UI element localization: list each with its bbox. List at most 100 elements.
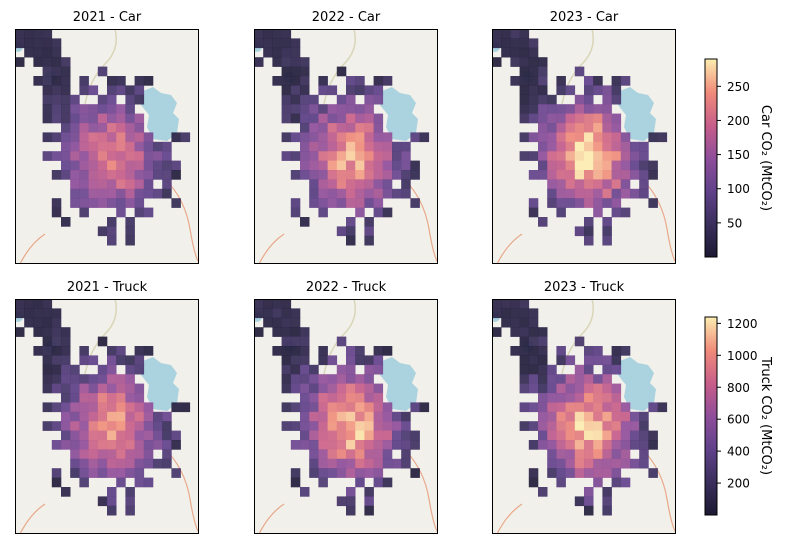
heat-cell <box>162 421 172 431</box>
heat-cell <box>519 346 530 356</box>
heat-cell <box>556 383 566 394</box>
heat-cell <box>584 468 594 478</box>
heat-cell <box>33 308 43 319</box>
heat-cell <box>630 440 640 450</box>
heat-cell <box>97 496 108 507</box>
heat-cell <box>382 458 393 469</box>
heat-cell <box>401 160 411 171</box>
heat-cell <box>574 430 585 441</box>
heat-cell <box>565 458 576 469</box>
heat-cell <box>584 217 594 227</box>
heat-cell <box>364 355 374 366</box>
heat-cell <box>290 402 301 413</box>
heat-cell <box>584 421 594 431</box>
heat-cell <box>584 188 594 199</box>
heat-cell <box>79 440 89 450</box>
heat-cell <box>336 393 347 403</box>
heat-cell <box>528 477 539 488</box>
heat-cell <box>492 299 502 309</box>
heat-cell <box>88 151 99 161</box>
heat-cell <box>134 393 145 403</box>
heat-cell <box>584 402 594 413</box>
heat-cell <box>97 421 108 431</box>
heat-cell <box>584 449 594 460</box>
heat-cell <box>602 458 612 469</box>
heat-cell <box>318 458 328 469</box>
heat-cell <box>565 151 576 161</box>
heat-cell <box>162 188 172 199</box>
heat-cell <box>125 411 135 422</box>
heat-cell <box>107 505 117 516</box>
heat-cell <box>364 132 374 143</box>
heat-cell <box>290 57 301 67</box>
heat-cell <box>528 151 539 161</box>
heat-cell <box>355 430 365 441</box>
heat-cell <box>61 151 71 161</box>
heat-cell <box>620 179 631 190</box>
road <box>258 503 285 534</box>
heat-cell <box>410 198 420 208</box>
heat-cell <box>620 411 631 422</box>
heat-cell <box>309 198 319 208</box>
heat-cell <box>318 421 328 431</box>
heat-cell <box>309 160 319 171</box>
heat-cell <box>648 402 658 413</box>
heat-cell <box>318 113 328 124</box>
heat-cell <box>42 76 53 86</box>
heat-cell <box>364 421 374 431</box>
heat-cell <box>300 374 310 384</box>
panel-2022-truck: 2022 - Truck <box>306 280 387 295</box>
heat-cell <box>346 188 356 199</box>
heat-cell <box>143 207 154 218</box>
heat-cell <box>336 151 347 161</box>
heat-cell <box>547 170 557 180</box>
heat-cell <box>355 346 365 356</box>
heat-cell <box>574 364 585 375</box>
heat-cell <box>584 94 594 105</box>
heat-cell <box>70 198 80 208</box>
heat-cell <box>51 151 62 161</box>
heat-cell <box>290 76 301 86</box>
heat-cell <box>143 402 154 413</box>
heat-cell <box>70 468 80 478</box>
road <box>164 178 199 264</box>
heat-cell <box>125 496 135 507</box>
heat-cell <box>300 85 310 96</box>
road <box>258 233 285 264</box>
heat-cell <box>97 458 108 469</box>
heat-cell <box>519 299 530 309</box>
heat-cell <box>70 179 80 190</box>
heat-cell <box>97 430 108 441</box>
heat-cell <box>364 440 374 450</box>
heat-cell <box>327 440 338 450</box>
heat-cell <box>97 336 108 347</box>
heat-cell <box>584 151 594 161</box>
heat-cell <box>611 421 622 431</box>
heat-cell <box>125 85 135 96</box>
heat-cell <box>373 383 384 394</box>
heat-cell <box>79 383 89 394</box>
heat-cell <box>538 346 548 356</box>
heat-cell <box>300 364 310 375</box>
heat-cell <box>143 76 154 86</box>
heat-cell <box>401 421 411 431</box>
heat-cell <box>538 411 548 422</box>
heat-cell <box>593 449 603 460</box>
heat-cell <box>290 383 301 394</box>
heat-cell <box>364 402 374 413</box>
heat-cell <box>116 411 126 422</box>
heat-cell <box>327 141 338 152</box>
heat-cell <box>51 468 62 478</box>
heat-cell <box>528 317 539 328</box>
heat-cell <box>318 402 328 413</box>
heat-cell <box>593 188 603 199</box>
heat-cell <box>355 468 365 478</box>
heat-cell <box>620 440 631 450</box>
heat-cell <box>556 440 566 450</box>
heat-cell <box>355 132 365 143</box>
heat-cell <box>300 327 310 337</box>
heat-cell <box>134 94 145 105</box>
heat-cell <box>171 430 181 441</box>
heat-cell <box>143 440 154 450</box>
